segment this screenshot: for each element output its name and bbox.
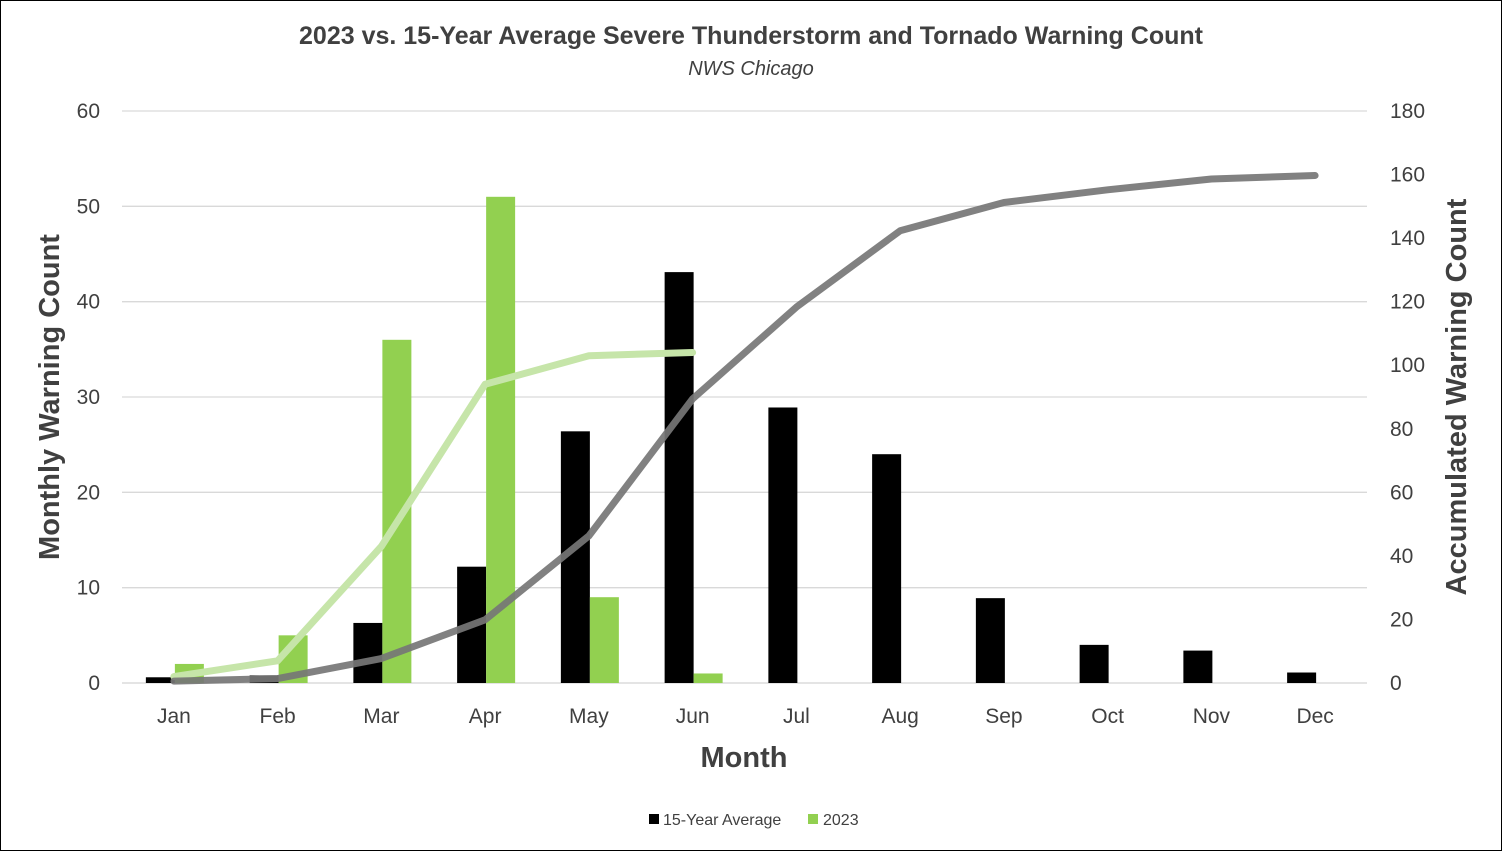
gridlines: [122, 110, 1367, 684]
x-tick-label-apr: Apr: [469, 705, 502, 728]
y-left-tick-label: 20: [77, 481, 100, 504]
y-left-tick-label: 30: [77, 386, 100, 409]
x-tick-label-jun: Jun: [676, 705, 710, 728]
x-tick-label-dec: Dec: [1296, 705, 1333, 728]
y-left-tick-label: 0: [88, 672, 100, 695]
legend-label-15-year-average: 15-Year Average: [663, 812, 781, 829]
bar-15-year-average-jul: [768, 407, 798, 683]
legend-swatch-2023: [808, 814, 818, 824]
bar-2023-may: [589, 597, 619, 683]
legend-swatch-15-year-average: [649, 814, 659, 824]
chart-subtitle: NWS Chicago: [688, 58, 814, 80]
bar-15-year-average-oct: [1079, 644, 1109, 683]
bar-15-year-average-nov: [1183, 650, 1213, 683]
tick-labels: 0 10 20 30 40 50 60 0 20 40 60 80 100 120 140 160 180 Jan…: [77, 100, 1425, 728]
x-tick-label-sep: Sep: [985, 705, 1022, 728]
bar-15-year-average-jun: [664, 272, 694, 683]
y-left-tick-label: 40: [77, 291, 100, 314]
bar-layer: [145, 196, 1317, 684]
bar-15-year-average-jan: [145, 677, 175, 683]
line-15-year-average-cumulative: [170, 172, 1319, 685]
y-left-tick-label: 10: [77, 577, 100, 600]
x-tick-label-nov: Nov: [1193, 705, 1231, 728]
x-tick-label-aug: Aug: [881, 705, 918, 728]
y-right-tick-label: 40: [1390, 545, 1413, 568]
legend: 15-Year Average 2023: [649, 812, 859, 829]
bar-15-year-average-dec: [1287, 672, 1317, 683]
y-right-tick-label: 80: [1390, 418, 1413, 441]
x-tick-label-jul: Jul: [783, 705, 810, 728]
y-axis-left-title: Monthly Warning Count: [34, 234, 66, 560]
line-layer: [170, 172, 1319, 685]
y-left-tick-label: 60: [77, 100, 100, 123]
line-2023-cumulative: [170, 349, 697, 681]
y-right-tick-label: 160: [1390, 164, 1425, 187]
y-right-tick-label: 180: [1390, 100, 1425, 123]
legend-label-2023: 2023: [823, 812, 859, 829]
bar-15-year-average-mar: [353, 622, 383, 683]
y-axis-right-title: Accumulated Warning Count: [1441, 198, 1473, 595]
y-right-tick-label: 100: [1390, 354, 1425, 377]
x-tick-label-may: May: [569, 705, 609, 728]
y-right-tick-label: 0: [1390, 672, 1402, 695]
y-left-tick-label: 50: [77, 195, 100, 218]
x-tick-label-feb: Feb: [260, 705, 296, 728]
x-tick-label-mar: Mar: [363, 705, 399, 728]
y-right-tick-label: 60: [1390, 481, 1413, 504]
chart-title: 2023 vs. 15-Year Average Severe Thunders…: [299, 22, 1204, 50]
bar-2023-jun: [693, 673, 723, 683]
x-tick-label-jan: Jan: [157, 705, 191, 728]
y-right-tick-label: 120: [1390, 291, 1425, 314]
y-right-tick-label: 20: [1390, 608, 1413, 631]
x-tick-label-oct: Oct: [1091, 705, 1124, 728]
x-axis-title: Month: [701, 742, 788, 774]
bar-15-year-average-aug: [872, 454, 902, 683]
y-right-tick-label: 140: [1390, 227, 1425, 250]
bar-15-year-average-sep: [975, 598, 1005, 683]
